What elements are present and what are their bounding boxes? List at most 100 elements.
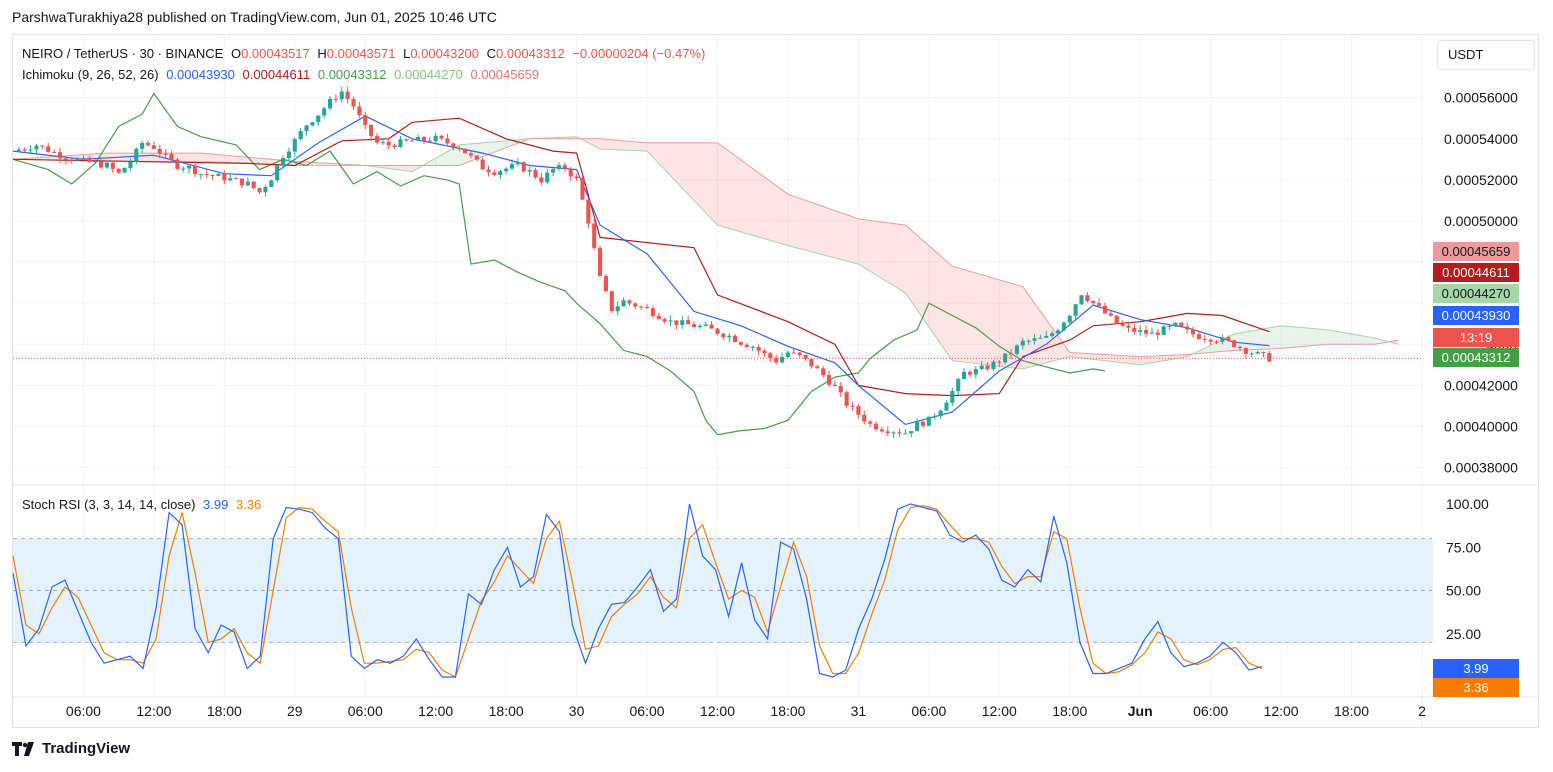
tradingview-logo[interactable]: TradingView — [12, 740, 130, 757]
candle-up — [34, 145, 39, 150]
ichimoku-cloud-segment — [494, 141, 501, 153]
candle-down — [650, 308, 655, 316]
candle-up — [1055, 330, 1061, 334]
candle-up — [509, 164, 515, 169]
candle-down — [1120, 323, 1125, 326]
ichimoku-cloud-segment — [1333, 330, 1340, 345]
candle-down — [920, 421, 926, 426]
ichimoku-cloud-segment — [406, 165, 413, 172]
candle-down — [63, 158, 68, 160]
candle-down — [1155, 332, 1160, 335]
ichimoku-cloud-segment — [1005, 281, 1012, 368]
candle-up — [292, 139, 297, 152]
candle-down — [856, 406, 861, 415]
candle-down — [234, 178, 239, 180]
ichimoku-cloud-segment — [829, 208, 835, 258]
ichimoku-cloud-segment — [664, 142, 671, 176]
ichimoku-cloud-segment — [823, 206, 830, 257]
candle-down — [1261, 351, 1266, 354]
close-label: C — [486, 46, 497, 61]
candle-down — [175, 159, 180, 169]
ichimoku-legend[interactable]: Ichimoku (9, 26, 52, 26) 0.00043930 0.00… — [22, 67, 543, 82]
stoch-rsi-legend[interactable]: Stoch RSI (3, 3, 14, 14, close) 3.99 3.3… — [22, 497, 265, 512]
ichimoku-cloud-segment — [459, 144, 466, 166]
ichimoku-cloud-segment — [881, 221, 888, 283]
price-tick-label: 0.00040000 — [1444, 418, 1518, 434]
ichimoku-cloud-segment — [611, 139, 618, 150]
ichimoku-cloud-segment — [840, 212, 847, 262]
candle-down — [586, 199, 591, 224]
ichimoku-cloud-segment — [864, 219, 871, 272]
ichimoku-cloud-segment — [1269, 326, 1276, 349]
candle-down — [1243, 348, 1248, 354]
candle-down — [1196, 334, 1201, 339]
price-tick-label: 0.00050000 — [1444, 213, 1518, 229]
ichimoku-base-value: 0.00044611 — [242, 67, 311, 82]
currency-selector[interactable]: USDT — [1437, 40, 1535, 70]
candle-down — [721, 333, 726, 338]
ichimoku-cloud-segment — [735, 155, 741, 232]
candle-down — [691, 324, 697, 328]
ichimoku-cloud-segment — [641, 142, 648, 152]
ichimoku-cloud-segment — [588, 138, 595, 146]
ichimoku-cloud-segment — [1081, 353, 1088, 359]
candle-down — [157, 148, 162, 154]
time-tick-label: 06:00 — [66, 703, 101, 719]
candle-up — [1249, 353, 1254, 355]
candle-up — [973, 369, 978, 375]
candle-down — [427, 140, 432, 142]
ichimoku-cloud-segment — [776, 185, 783, 244]
candle-up — [1050, 333, 1055, 337]
ichimoku-cloud-segment — [1339, 331, 1346, 345]
candle-down — [562, 165, 567, 169]
ichimoku-cloud-segment — [1251, 329, 1258, 350]
time-tick-label: Jun — [1128, 703, 1153, 719]
ichimoku-cloud-segment — [206, 153, 213, 162]
candle-down — [1208, 339, 1213, 342]
ichimoku-cloud-segment — [752, 168, 759, 238]
ichimoku-cloud-segment — [1298, 327, 1305, 347]
candle-up — [339, 91, 344, 100]
candle-down — [204, 174, 209, 176]
ichimoku-cloud-segment — [758, 172, 765, 239]
candle-down — [568, 168, 573, 177]
ichimoku-cloud-segment — [600, 138, 606, 150]
candle-up — [128, 161, 133, 168]
time-tick-label: 18:00 — [1052, 703, 1087, 719]
ichimoku-cloud-segment — [1163, 355, 1170, 361]
ichimoku-cloud-segment — [793, 196, 800, 249]
candle-up — [991, 361, 996, 370]
candle-up — [950, 391, 955, 403]
ichimoku-cloud-segment — [782, 189, 788, 246]
candle-down — [151, 145, 156, 149]
candle-down — [879, 429, 884, 432]
ichimoku-cloud-segment — [729, 151, 736, 231]
ichimoku-cloud-segment — [1292, 326, 1299, 348]
candle-down — [744, 344, 749, 348]
ichimoku-cloud-segment — [717, 142, 724, 227]
candle-down — [1008, 353, 1014, 355]
candle-up — [621, 300, 626, 307]
ichimoku-cloud-segment — [1058, 336, 1064, 360]
candle-up — [1073, 304, 1078, 316]
ichimoku-cloud-segment — [394, 165, 401, 171]
candle-down — [592, 223, 597, 248]
ichimoku-cloud-segment — [1181, 354, 1188, 358]
candle-down — [474, 155, 479, 160]
ichimoku-cloud-segment — [952, 266, 959, 362]
candle-down — [885, 431, 890, 434]
candle-down — [404, 139, 409, 141]
candle-up — [416, 136, 421, 141]
candle-up — [1067, 315, 1072, 323]
ichimoku-cloud-segment — [987, 276, 994, 366]
ichimoku-cloud-segment — [799, 198, 806, 251]
ichimoku-conversion-line — [12, 115, 1270, 426]
candle-down — [369, 124, 374, 137]
ichimoku-cloud-segment — [236, 156, 242, 164]
candle-down — [257, 188, 262, 193]
candle-up — [16, 149, 21, 152]
ichimoku-cloud-segment — [1157, 355, 1164, 362]
candle-up — [275, 165, 280, 181]
candle-down — [821, 368, 826, 376]
